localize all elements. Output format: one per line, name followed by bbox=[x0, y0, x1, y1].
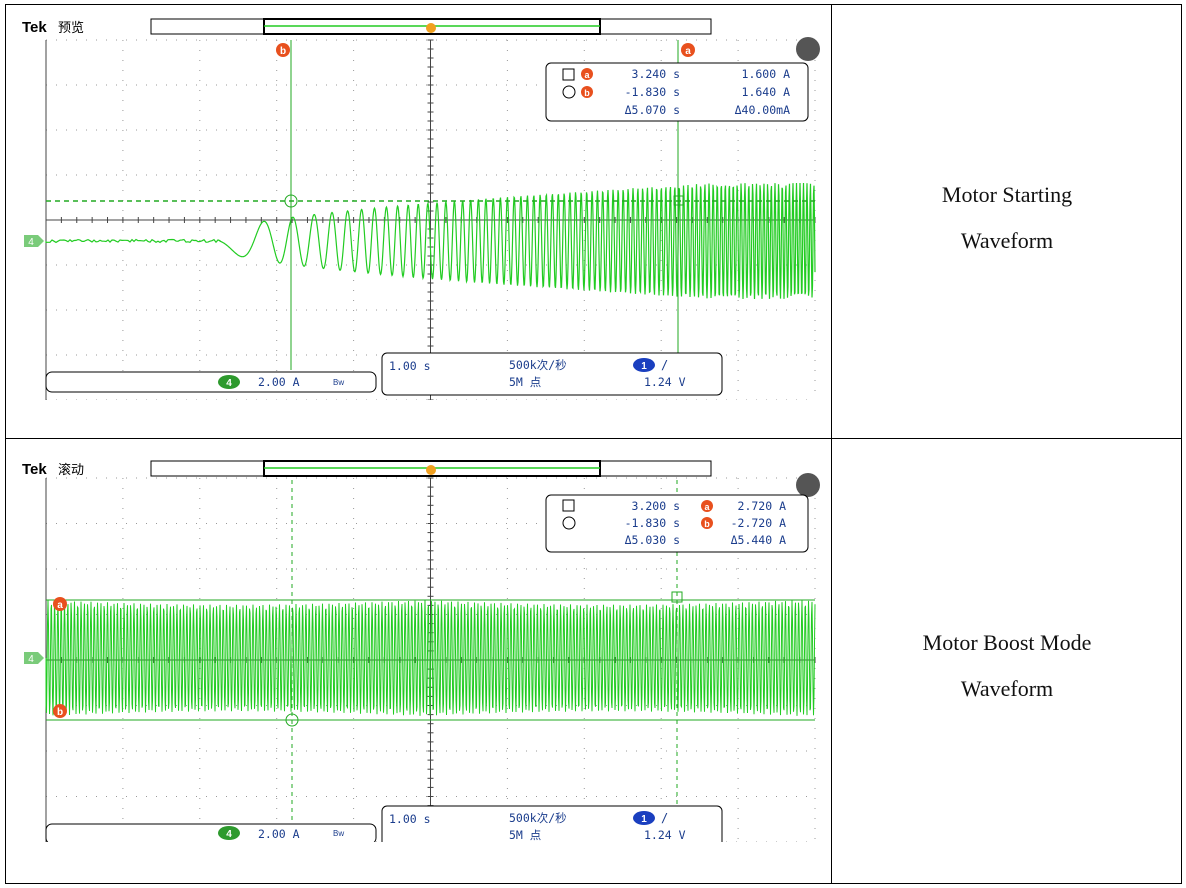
table-row-divider bbox=[5, 438, 1182, 439]
timebase: 1.00 s bbox=[389, 359, 431, 373]
oscilloscope-screenshot-starting: Tek 预览 b a 4 a b 3.240 s 1.600 A -1.830 … bbox=[20, 16, 820, 396]
tek-logo: Tek bbox=[22, 461, 47, 478]
channel-settings-bar[interactable] bbox=[46, 372, 376, 392]
sample-rate: 500k次/秒 bbox=[509, 358, 567, 372]
bandwidth-limit-icon: Bw bbox=[333, 378, 344, 387]
table-column-divider bbox=[831, 4, 832, 884]
readout-b-value: -2.720 A bbox=[731, 516, 786, 530]
readout-b-value: 1.640 A bbox=[742, 85, 791, 99]
channel-4-badge-label: 4 bbox=[226, 378, 232, 389]
trigger-slope-icon: / bbox=[661, 811, 668, 825]
trigger-level: 1.24 V bbox=[644, 828, 686, 842]
readout-a-time: 3.200 s bbox=[632, 499, 680, 513]
readout-b-badge-label: b bbox=[704, 519, 710, 529]
caption-line-2: Waveform bbox=[832, 218, 1182, 264]
caption-motor-starting: Motor Starting Waveform bbox=[832, 172, 1182, 264]
channel-4-ground-label: 4 bbox=[28, 237, 34, 248]
readout-a-value: 2.720 A bbox=[738, 499, 787, 513]
record-length: 5M 点 bbox=[509, 828, 541, 842]
caption-line-2: Waveform bbox=[832, 666, 1182, 712]
channel-4-ground-label: 4 bbox=[28, 654, 34, 665]
readout-a-value: 1.600 A bbox=[742, 67, 791, 81]
record-length: 5M 点 bbox=[509, 375, 541, 389]
readout-b-time: -1.830 s bbox=[625, 516, 680, 530]
bandwidth-limit-icon: Bw bbox=[333, 829, 344, 838]
caption-motor-boost: Motor Boost Mode Waveform bbox=[832, 620, 1182, 712]
caption-line-1: Motor Starting bbox=[832, 172, 1182, 218]
acquisition-mode: 预览 bbox=[58, 20, 84, 36]
scope-corner-icon bbox=[796, 37, 820, 61]
readout-a-time: 3.240 s bbox=[632, 67, 680, 81]
channel-scale: 2.00 A bbox=[258, 827, 300, 841]
cursor-b-badge-label: b bbox=[57, 707, 63, 718]
readout-b-time: -1.830 s bbox=[625, 85, 680, 99]
caption-line-1: Motor Boost Mode bbox=[832, 620, 1182, 666]
cursor-b-badge-label: b bbox=[280, 46, 286, 57]
channel-settings-bar[interactable] bbox=[46, 824, 376, 842]
tek-logo: Tek bbox=[22, 19, 47, 36]
trigger-channel-label: 1 bbox=[641, 361, 647, 372]
channel-scale: 2.00 A bbox=[258, 375, 300, 389]
readout-delta-value: Δ40.00mA bbox=[735, 103, 790, 117]
trigger-channel-label: 1 bbox=[641, 814, 647, 825]
timebase: 1.00 s bbox=[389, 812, 431, 826]
readout-delta-value: Δ5.440 A bbox=[731, 533, 786, 547]
readout-delta-time: Δ5.070 s bbox=[625, 103, 680, 117]
channel-4-badge-label: 4 bbox=[226, 829, 232, 840]
trigger-level: 1.24 V bbox=[644, 375, 686, 389]
trigger-slope-icon: / bbox=[661, 358, 668, 372]
readout-delta-time: Δ5.030 s bbox=[625, 533, 680, 547]
cursor-a-badge-label: a bbox=[57, 600, 63, 611]
cursor-a-badge-label: a bbox=[685, 46, 691, 57]
trigger-position-marker bbox=[426, 465, 436, 475]
scope-corner-icon bbox=[796, 473, 820, 497]
readout-b-badge-label: b bbox=[584, 88, 590, 98]
sample-rate: 500k次/秒 bbox=[509, 811, 567, 825]
oscilloscope-screenshot-boost: Tek 滚动 a b 4 a b 3.200 s 2.720 A -1.830 … bbox=[20, 458, 820, 838]
trigger-position-marker bbox=[426, 23, 436, 33]
acquisition-mode: 滚动 bbox=[58, 462, 84, 478]
